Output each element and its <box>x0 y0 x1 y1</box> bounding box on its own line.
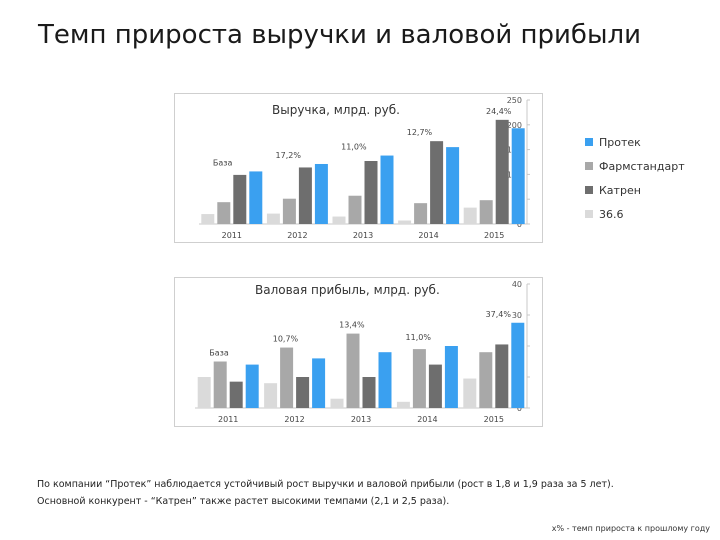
legend-swatch-farmstandart <box>585 162 593 170</box>
x-tick-label: 2014 <box>418 231 438 240</box>
bar-катрен-2011 <box>233 174 247 224</box>
growth-annotation: 37,4% <box>486 310 512 319</box>
bar-катрен-2013 <box>362 377 376 408</box>
bar-36-6-2011 <box>201 214 215 224</box>
bar-фармстандарт-2012 <box>280 347 294 408</box>
legend-label-protek: Протек <box>599 135 641 149</box>
bar-катрен-2012 <box>298 167 312 224</box>
bar-36-6-2011 <box>197 377 211 408</box>
y-tick-label: 40 <box>512 280 522 289</box>
bar-катрен-2012 <box>296 377 310 408</box>
y-tick-label: 250 <box>507 96 522 105</box>
bar-фармстандарт-2015 <box>479 352 493 408</box>
legend-label-36-6: 36.6 <box>599 207 624 221</box>
bar-протек-2012 <box>314 163 328 224</box>
x-tick-label: 2011 <box>222 231 242 240</box>
y-tick-label: 30 <box>512 311 522 320</box>
growth-annotation: 11,0% <box>406 333 432 342</box>
bar-36-6-2015 <box>463 207 477 224</box>
growth-rate-note: х% - темп прироста к прошлому году <box>551 524 710 533</box>
chart-title: Валовая прибыль, млрд. руб. <box>255 283 440 297</box>
bar-катрен-2014 <box>428 364 442 408</box>
bar-фармстандарт-2013 <box>348 195 362 224</box>
growth-annotation: 10,7% <box>273 335 299 344</box>
bar-36-6-2014 <box>396 401 410 408</box>
bar-36-6-2013 <box>332 216 346 224</box>
x-tick-label: 2012 <box>284 415 304 424</box>
growth-annotation: 12,7% <box>407 128 433 137</box>
bar-фармстандарт-2014 <box>412 349 426 408</box>
footnote-line-2: Основной конкурент - “Катрен” также раст… <box>37 496 450 507</box>
bar-36-6-2012 <box>264 383 278 408</box>
x-tick-label: 2014 <box>417 415 437 424</box>
legend-label-katren: Катрен <box>599 183 641 197</box>
bar-фармстандарт-2012 <box>282 198 296 224</box>
bar-36-6-2012 <box>266 213 280 224</box>
page-title: Темп прироста выручки и валовой прибыли <box>38 20 641 50</box>
growth-annotation: 24,4% <box>486 107 512 116</box>
y-tick-label: 0 <box>517 404 522 413</box>
bar-фармстандарт-2011 <box>217 202 231 224</box>
bar-фармстандарт-2011 <box>213 361 227 408</box>
bar-катрен-2011 <box>229 381 243 408</box>
growth-annotation: 13,4% <box>339 321 365 330</box>
legend-item-protek: Протек <box>585 130 715 154</box>
x-tick-label: 2013 <box>351 415 371 424</box>
legend-item-36-6: 36.6 <box>585 202 715 226</box>
bar-протек-2013 <box>380 155 394 224</box>
bar-36-6-2015 <box>463 378 477 408</box>
bar-протек-2013 <box>378 352 392 408</box>
footnote-line-1: По компании “Протек” наблюдается устойчи… <box>37 479 614 490</box>
bar-протек-2015 <box>511 322 525 408</box>
y-tick-label: 0 <box>517 220 522 229</box>
legend-item-farmstandart: Фармстандарт <box>585 154 715 178</box>
revenue-chart: Выручка, млрд. руб.0501001502002502011Ба… <box>174 93 543 243</box>
bar-катрен-2013 <box>364 161 378 224</box>
bar-катрен-2015 <box>495 344 509 408</box>
growth-annotation: База <box>213 158 233 167</box>
bar-36-6-2014 <box>398 220 412 224</box>
x-tick-label: 2011 <box>218 415 238 424</box>
x-tick-label: 2012 <box>287 231 307 240</box>
growth-annotation: 17,2% <box>276 151 302 160</box>
bar-протек-2014 <box>444 346 458 408</box>
chart-title: Выручка, млрд. руб. <box>272 103 400 117</box>
bar-протек-2014 <box>446 147 460 224</box>
growth-annotation: База <box>209 349 229 358</box>
bar-протек-2015 <box>511 128 525 224</box>
gross-profit-chart: Валовая прибыль, млрд. руб.0102030402011… <box>174 277 543 427</box>
legend-swatch-protek <box>585 138 593 146</box>
x-tick-label: 2015 <box>484 415 504 424</box>
y-tick-label: 200 <box>507 121 522 130</box>
legend-swatch-katren <box>585 186 593 194</box>
bar-протек-2011 <box>249 171 263 224</box>
legend-swatch-36-6 <box>585 210 593 218</box>
gross-profit-chart-svg: Валовая прибыль, млрд. руб.0102030402011… <box>195 280 530 424</box>
x-tick-label: 2015 <box>484 231 504 240</box>
bar-фармстандарт-2013 <box>346 333 360 408</box>
bar-катрен-2015 <box>495 119 509 224</box>
growth-annotation: 11,0% <box>341 143 367 152</box>
bar-катрен-2014 <box>430 141 444 224</box>
footnote: По компании “Протек” наблюдается устойчи… <box>37 476 677 510</box>
chart-legend: Протек Фармстандарт Катрен 36.6 <box>585 130 715 226</box>
bar-фармстандарт-2015 <box>479 200 493 224</box>
revenue-chart-svg: Выручка, млрд. руб.0501001502002502011Ба… <box>199 96 530 240</box>
x-tick-label: 2013 <box>353 231 373 240</box>
legend-label-farmstandart: Фармстандарт <box>599 159 685 173</box>
legend-item-katren: Катрен <box>585 178 715 202</box>
bar-36-6-2013 <box>330 398 344 408</box>
bar-протек-2011 <box>245 364 259 408</box>
bar-фармстандарт-2014 <box>414 203 428 224</box>
bar-протек-2012 <box>312 358 326 408</box>
